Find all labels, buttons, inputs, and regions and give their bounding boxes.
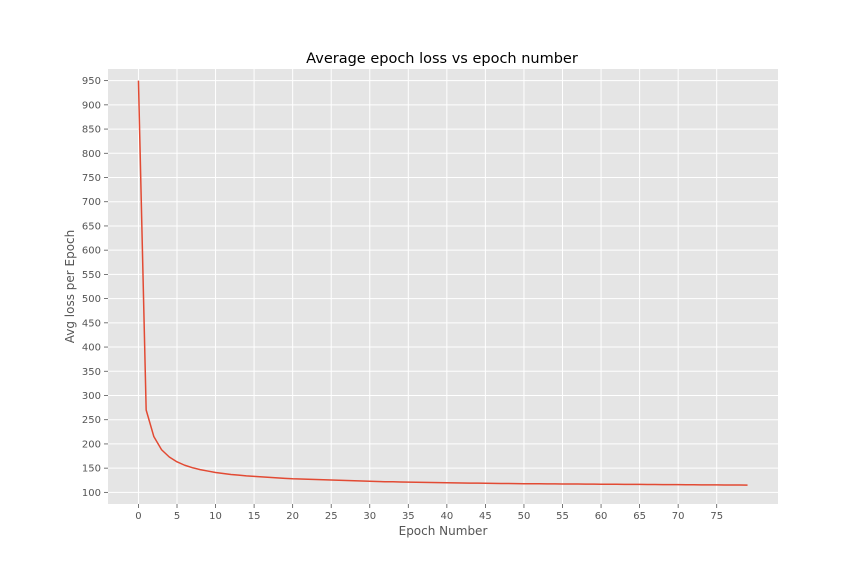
- y-tick-label: 350: [82, 367, 101, 378]
- y-axis-label: Avg loss per Epoch: [63, 230, 77, 344]
- x-tick-label: 20: [286, 511, 299, 522]
- x-tick-label: 50: [518, 511, 531, 522]
- grid-lines: [108, 69, 778, 504]
- y-tick-label: 450: [82, 318, 101, 329]
- y-tick-label: 900: [82, 100, 101, 111]
- axis-ticks: 0 5 10 15 20 25 30 35 40 45 50 55 60 65 70 75 100 150 200 2…: [82, 76, 723, 522]
- y-tick-label: 100: [82, 488, 101, 499]
- x-tick-label: 15: [248, 511, 261, 522]
- x-tick-label: 30: [363, 511, 376, 522]
- y-tick-label: 500: [82, 294, 101, 305]
- y-tick-label: 150: [82, 464, 101, 475]
- y-tick-label: 250: [82, 415, 101, 426]
- x-tick-label: 55: [556, 511, 569, 522]
- y-tick-label: 550: [82, 270, 101, 281]
- loss-series-line: [137, 80, 748, 486]
- y-tick-label: 950: [82, 76, 101, 87]
- plot-area: [108, 69, 778, 504]
- x-tick-label: 5: [174, 511, 180, 522]
- x-tick-label: 0: [135, 511, 141, 522]
- y-tick-label: 750: [82, 173, 101, 184]
- chart-title: Average epoch loss vs epoch number: [306, 51, 578, 67]
- y-tick-label: 300: [82, 391, 101, 402]
- x-tick-label: 65: [633, 511, 646, 522]
- y-tick-label: 600: [82, 246, 101, 257]
- y-tick-label: 200: [82, 439, 101, 450]
- y-tick-label: 700: [82, 197, 101, 208]
- y-tick-label: 850: [82, 125, 101, 136]
- series-layer: [137, 80, 748, 486]
- x-tick-label: 25: [325, 511, 338, 522]
- x-tick-label: 40: [440, 511, 453, 522]
- x-tick-label: 35: [402, 511, 415, 522]
- y-tick-label: 800: [82, 149, 101, 160]
- x-axis-label: Epoch Number: [399, 524, 488, 538]
- x-tick-label: 75: [710, 511, 723, 522]
- y-tick-label: 400: [82, 343, 101, 354]
- x-tick-label: 70: [672, 511, 685, 522]
- y-tick-label: 650: [82, 221, 101, 232]
- x-tick-label: 60: [595, 511, 608, 522]
- x-tick-label: 45: [479, 511, 492, 522]
- x-tick-label: 10: [209, 511, 222, 522]
